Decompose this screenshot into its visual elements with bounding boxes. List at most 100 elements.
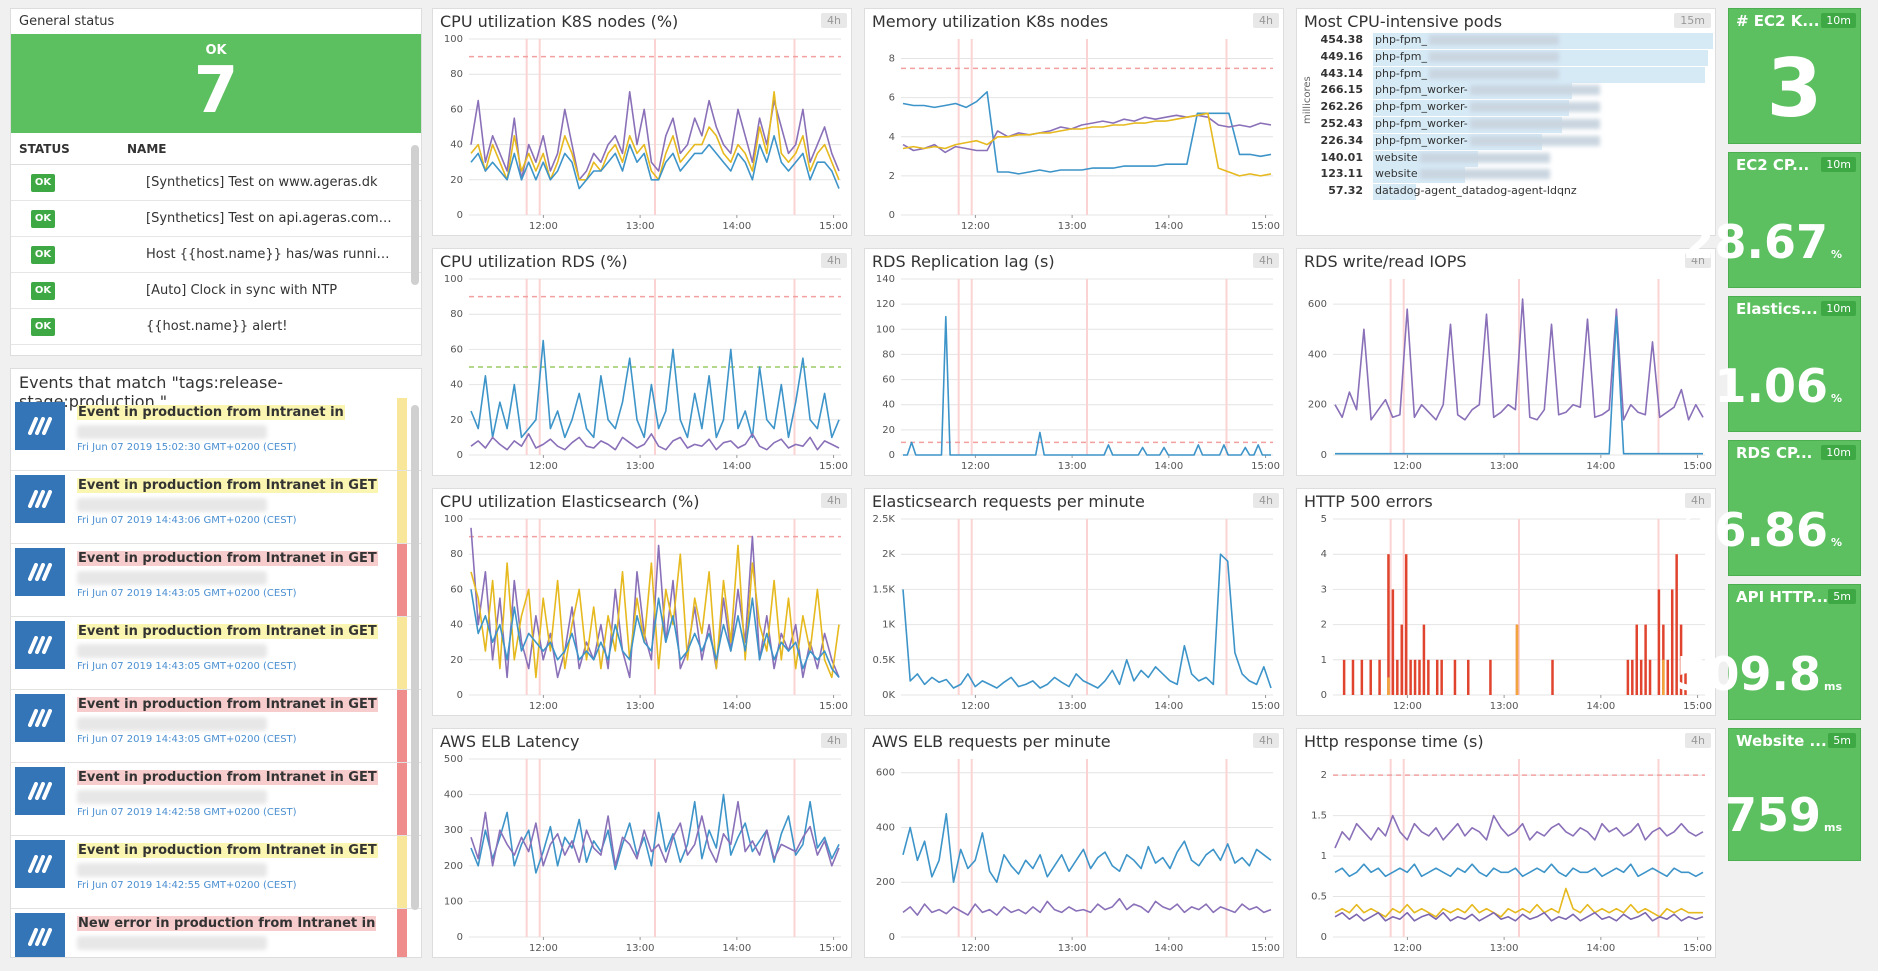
bar[interactable]: [1679, 624, 1683, 695]
bar[interactable]: [1378, 659, 1381, 695]
chart-plot[interactable]: 0 20 40 60 80 100 120 140 12:00 13:00 14:00 15:00: [865, 271, 1283, 475]
chart-plot[interactable]: 0 20 40 60 80 100 12:00 13:00 14:00 15:00: [433, 31, 851, 235]
series-line[interactable]: [1334, 814, 1704, 849]
series-line[interactable]: [1334, 887, 1703, 918]
bar[interactable]: [1648, 659, 1652, 695]
event-headline[interactable]: New error in production from Intranet in: [77, 915, 421, 933]
elb-latency-widget[interactable]: AWS ELB Latency 4h 0 100 200 300 400 500 12:00…: [432, 728, 852, 958]
monitor-name[interactable]: {{host.name}} alert!: [146, 319, 288, 334]
bar[interactable]: [1666, 659, 1670, 695]
pod-row[interactable]: 443.14 php-fpm_: [1297, 66, 1715, 83]
bar[interactable]: [1626, 659, 1630, 695]
monitor-name[interactable]: Host {{host.name}} has/was running l...: [146, 247, 396, 262]
series-line[interactable]: [903, 315, 1271, 456]
chart-plot[interactable]: 0 20 40 60 80 100 12:00 13:00 14:00 15:00: [433, 511, 851, 715]
bar[interactable]: [1675, 554, 1678, 695]
monitor-name[interactable]: [Synthetics] Test on api.ageras.com/v...: [146, 211, 396, 226]
event-item[interactable]: Event in production from Intranet in GET…: [11, 617, 421, 690]
status-scrollbar[interactable]: [411, 145, 419, 285]
pod-row[interactable]: 140.01 website: [1297, 150, 1715, 167]
bar[interactable]: [1387, 554, 1390, 695]
pod-row[interactable]: 262.26 php-fpm_worker-: [1297, 100, 1715, 117]
http-response-time-widget[interactable]: Http response time (s) 4h 0 0.5 1 1.5 2 12:00…: [1296, 728, 1716, 958]
bar[interactable]: [1515, 624, 1519, 695]
pod-row[interactable]: 449.16 php-fpm_: [1297, 49, 1715, 66]
event-headline[interactable]: Event in production from Intranet in GET: [77, 550, 421, 568]
series-line[interactable]: [470, 135, 840, 190]
series-line[interactable]: [470, 793, 840, 874]
memory-k8s-widget[interactable]: Memory utilization K8s nodes 4h 0 2 4 6 8 12:…: [864, 8, 1284, 236]
bar[interactable]: [1639, 659, 1643, 695]
bar[interactable]: [1453, 659, 1457, 695]
series-line[interactable]: [470, 90, 840, 181]
elb-rpm-widget[interactable]: AWS ELB requests per minute 4h 0 200 400 60…: [864, 728, 1284, 958]
chart-plot[interactable]: 0 100 200 300 400 500 12:00 13:00 14:00 15:00: [433, 751, 851, 957]
event-item[interactable]: Event in production from Intranet in GET…: [11, 763, 421, 836]
event-item[interactable]: Event in production from Intranet in GET…: [11, 690, 421, 763]
bar[interactable]: [1631, 659, 1634, 695]
monitor-name[interactable]: [Synthetics] Test on www.ageras.dk: [146, 175, 378, 190]
event-item[interactable]: Event in production from Intranet in GET…: [11, 544, 421, 617]
cpu-k8s-widget[interactable]: CPU utilization K8S nodes (%) 4h 0 20 40 60…: [432, 8, 852, 236]
events-scrollbar[interactable]: [411, 405, 419, 910]
series-line[interactable]: [1334, 911, 1704, 922]
series-line[interactable]: [902, 112, 1272, 177]
series-line[interactable]: [470, 433, 840, 451]
cpu-rds-widget[interactable]: CPU utilization RDS (%) 4h 0 20 40 60 80 100 1…: [432, 248, 852, 476]
query-value-widget[interactable]: RDS CP... 10m 26.86%: [1682, 440, 1861, 576]
event-item[interactable]: Event in production from Intranet in GET…: [11, 836, 421, 909]
event-headline[interactable]: Event in production from Intranet in GET: [77, 623, 421, 641]
bar[interactable]: [1662, 659, 1665, 695]
cpu-elasticsearch-widget[interactable]: CPU utilization Elasticsearch (%) 4h 0 20…: [432, 488, 852, 716]
status-row[interactable]: OK {{host.name}} alert!: [11, 309, 421, 345]
pod-row[interactable]: 226.34 php-fpm_worker-: [1297, 133, 1715, 150]
bar[interactable]: [1644, 624, 1647, 695]
event-headline[interactable]: Event in production from Intranet in: [77, 404, 421, 422]
bar[interactable]: [1489, 659, 1492, 695]
chart-plot[interactable]: 0 0.5 1 1.5 2 12:00 13:00 14:00 15:00: [1297, 751, 1715, 957]
status-row[interactable]: OK [Synthetics] Test on www.ageras.dk: [11, 165, 421, 201]
pod-row[interactable]: 57.32 datadog-agent_datadog-agent-ldqnz: [1297, 184, 1715, 201]
bar[interactable]: [1422, 624, 1426, 695]
bar[interactable]: [1427, 659, 1430, 695]
series-line[interactable]: [1334, 863, 1704, 878]
series-line[interactable]: [470, 544, 840, 679]
http-500-widget[interactable]: HTTP 500 errors 4h 0 1 2 3 4 5 12:00 13:00 14:00…: [1296, 488, 1716, 716]
event-headline[interactable]: Event in production from Intranet in GET: [77, 842, 421, 860]
series-line[interactable]: [1335, 315, 1703, 455]
series-line[interactable]: [902, 553, 1272, 689]
pod-row[interactable]: 252.43 php-fpm_worker-: [1297, 117, 1715, 133]
bar[interactable]: [1467, 659, 1470, 695]
bar[interactable]: [1435, 659, 1439, 695]
bar[interactable]: [1396, 659, 1399, 695]
bar[interactable]: [1400, 624, 1404, 695]
bar[interactable]: [1440, 659, 1443, 695]
pod-row[interactable]: 123.11 website: [1297, 167, 1715, 184]
bar[interactable]: [1551, 659, 1554, 695]
monitor-name[interactable]: [Auto] Clock in sync with NTP: [146, 283, 338, 298]
query-value-widget[interactable]: # EC2 K... 10m 3: [1728, 8, 1861, 144]
event-item[interactable]: Event in production from Intranet in Fri…: [11, 398, 421, 471]
chart-plot[interactable]: 0 1 2 3 4 5 12:00 13:00 14:00 15:00: [1297, 511, 1715, 715]
series-line[interactable]: [470, 339, 840, 439]
series-line[interactable]: [902, 812, 1272, 883]
event-headline[interactable]: Event in production from Intranet in GET: [77, 696, 421, 714]
query-value-widget[interactable]: Elastics... 10m 11.06%: [1682, 296, 1861, 432]
query-value-widget[interactable]: API HTTP... 5m 509.8 ms: [1675, 584, 1861, 720]
series-line[interactable]: [470, 800, 840, 867]
series-line[interactable]: [902, 90, 1272, 175]
bar[interactable]: [1342, 659, 1346, 695]
pod-row[interactable]: 266.15 php-fpm_worker-: [1297, 83, 1715, 100]
status-row[interactable]: OK [Auto] Clock in sync with NTP: [11, 273, 421, 309]
bar[interactable]: [1684, 659, 1687, 695]
status-row[interactable]: OK Host {{host.name}} has/was running l.…: [11, 237, 421, 273]
bar[interactable]: [1404, 554, 1408, 695]
bar[interactable]: [1662, 624, 1665, 695]
series-line[interactable]: [902, 897, 1272, 916]
status-column-header[interactable]: STATUS: [19, 142, 70, 156]
event-headline[interactable]: Event in production from Intranet in GET: [77, 477, 421, 495]
series-line[interactable]: [470, 589, 840, 678]
bar[interactable]: [1413, 659, 1417, 695]
pod-row[interactable]: 454.38 php-fpm_: [1297, 33, 1715, 49]
bar[interactable]: [1351, 659, 1355, 695]
